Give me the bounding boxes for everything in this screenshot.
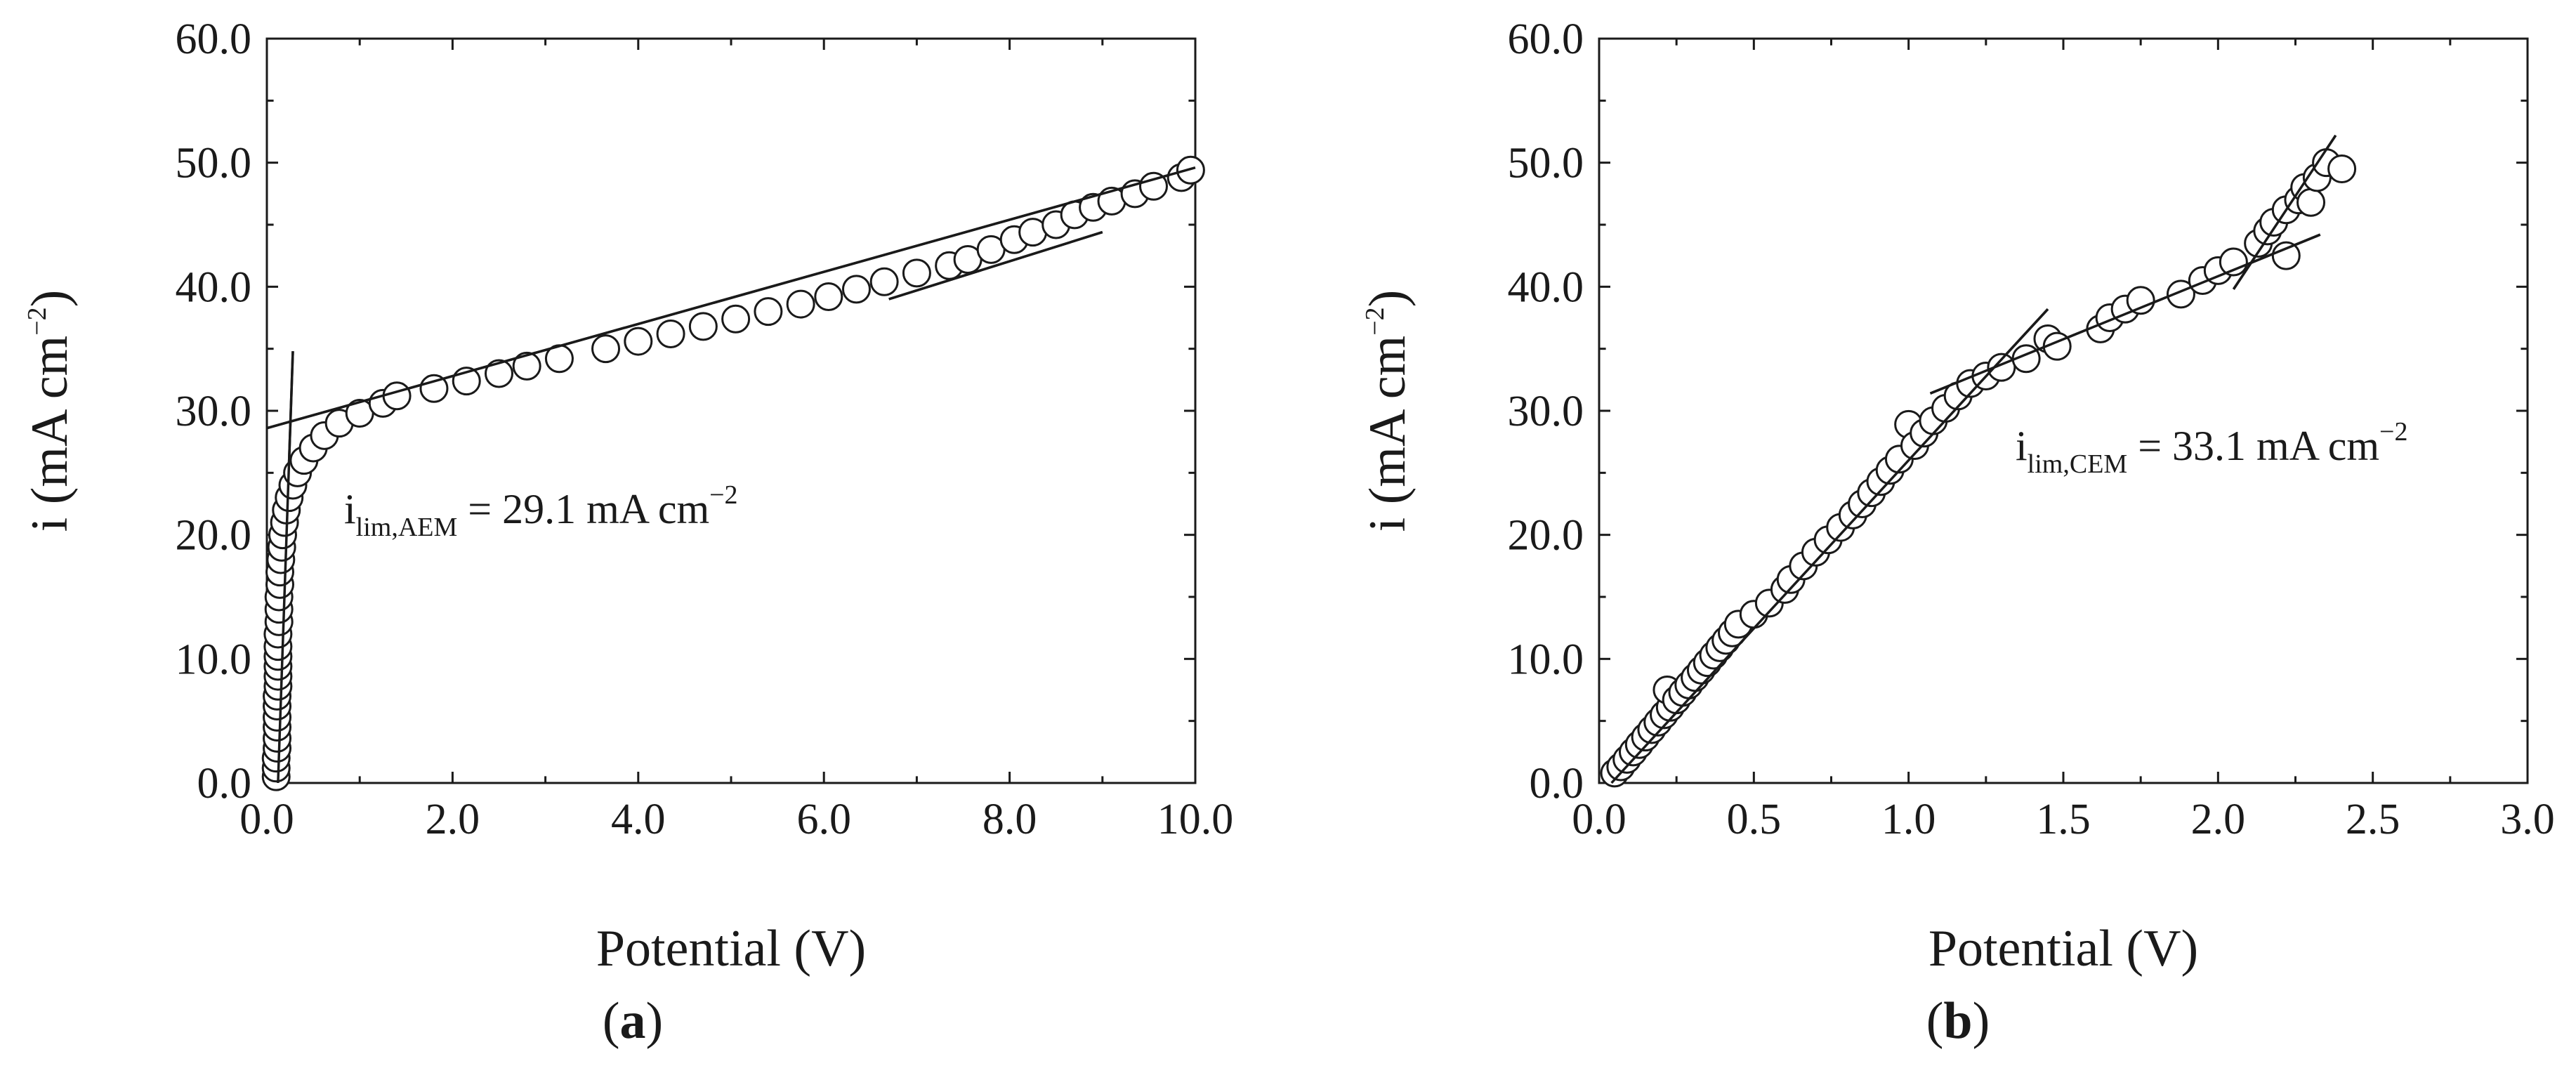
panel-a-y-axis-title-sup: −2 [22,307,52,335]
panel-a-x-tick-label: 6.0 [796,796,851,843]
panel-a-data-point [869,267,899,296]
panel-b-y-tick-label: 0.0 [1530,760,1584,808]
panel-b-data-points [1600,134,2357,788]
panel-b-x-tick-label: 0.5 [1727,796,1782,843]
panel-a-x-tick-label: 0.0 [239,796,294,843]
panel-a-y-tick-label: 0.0 [197,760,252,808]
panel-b-data-point [2296,187,2326,217]
panel-a-data-point [688,312,718,341]
panel-a-annotation-sub: lim,AEM [356,513,458,542]
panel-b-data-point [2126,286,2155,315]
panel-a-y-axis-title: i (mA cm−2) [21,290,79,532]
panel-a-data-point [419,374,449,403]
panel-a-data-point [721,304,751,334]
panel-b-fit-line-overlay [2232,134,2337,290]
panel-b-annotation-base: i [2016,423,2028,469]
panel-b-x-tick-label: 0.0 [1572,796,1627,843]
panel-a-data-point [786,289,815,319]
panel-a-y-tick-label: 30.0 [176,388,252,435]
panel-b-y-tick-label: 10.0 [1508,636,1584,683]
panel-b-annotation-sub: lim,CEM [2028,449,2128,479]
panel-a-ticks [265,37,1197,784]
panel-a-data-point [512,351,541,381]
panel-a-data-point [841,275,871,304]
panel-a-data-point [656,319,685,348]
panel-b-y-tick-label: 40.0 [1508,263,1584,311]
panel-b: 0.0 0.5 1.0 1.5 2.0 2.5 3.0 0.0 10.0 20.0 30.0 40.0… [1359,15,2555,1050]
panel-b-y-axis-title-sup: −2 [1360,307,1390,335]
panel-b-fit-line-overlay [1610,308,2049,784]
panel-a-x-tick-label: 2.0 [426,796,480,843]
panel-b-data-point [2271,241,2301,270]
panel-a-fit-line-overlay [277,351,294,784]
panel-a-y-tick-label: 50.0 [176,140,252,187]
panel-a-data-point [485,359,513,388]
panel-b-annotation-sup: −2 [2379,417,2407,447]
panel-b-x-tick-label: 3.0 [2500,796,2555,843]
panel-a-data-point [754,297,783,327]
panel-a-plot-frame [265,37,1197,784]
panel-a-x-tick-label: 10.0 [1157,796,1234,843]
panel-b-tick-labels: 0.0 0.5 1.0 1.5 2.0 2.5 3.0 0.0 10.0 20.0 30.0 40.0… [1508,15,2555,843]
panel-a-fit-line-overlay [266,166,1196,430]
panel-b-data-point [2327,154,2357,183]
panel-a-data-point [382,381,412,411]
panel-b-x-tick-label: 2.5 [2346,796,2400,843]
panel-a-data-point [591,334,621,364]
panel-b-y-tick-label: 30.0 [1508,388,1584,435]
panel-a-label: (a) [603,992,663,1050]
panel-a-annotation-sup: −2 [709,480,737,510]
panel-a-tick-labels: 0.0 2.0 4.0 6.0 8.0 10.0 0.0 10.0 20.0 30.0 40.0 50… [176,15,1234,843]
panel-b-y-tick-label: 50.0 [1508,140,1584,187]
panel-a-annotation: ilim,AEM = 29.1 mA cm−2 [344,480,738,542]
panel-a-y-tick-label: 10.0 [176,636,252,683]
panel-b-y-axis-title-main: i (mA cm [1359,336,1417,532]
panel-b-x-axis-title: Potential (V) [1928,920,2198,977]
panel-b-x-tick-label: 2.0 [2191,796,2246,843]
panel-b-fit-line-overlay [1929,233,2321,395]
panel-a-data-point [1139,171,1169,201]
panel-b-annotation: ilim,CEM = 33.1 mA cm−2 [2016,417,2407,479]
panel-a-annotation-base: i [344,486,356,532]
panel-b-data-point [2219,247,2248,277]
panel-a-data-point [624,327,653,356]
panel-b-y-tick-label: 60.0 [1508,15,1584,63]
panel-a-label-letter: a [620,992,646,1050]
panel-a-fit-lines [266,166,1196,784]
panel-a-x-axis-title: Potential (V) [596,920,866,977]
panel-a: 0.0 2.0 4.0 6.0 8.0 10.0 0.0 10.0 20.0 30.0 40.0 50… [21,15,1233,1050]
panel-a-x-tick-label: 4.0 [611,796,666,843]
panel-a-y-axis-title-main: i (mA cm [21,336,79,532]
panel-b-x-tick-label: 1.5 [2036,796,2091,843]
panel-b-y-axis-title-close: ) [1359,290,1417,308]
panel-a-y-tick-label: 20.0 [176,512,252,560]
panel-b-plot-frame [1598,37,2529,784]
panel-a-x-tick-label: 8.0 [983,796,1037,843]
panel-a-y-tick-label: 40.0 [176,263,252,311]
panel-a-data-point [814,282,843,311]
panel-b-y-tick-label: 20.0 [1508,512,1584,560]
panel-b-label: (b) [1926,992,1990,1050]
panel-a-annotation-rest: = 29.1 mA cm [457,486,709,532]
panel-a-fit-line-overlay [888,230,1103,301]
panel-a-data-point [902,258,931,288]
panel-b-ticks [1598,37,2529,784]
panel-b-annotation-rest: = 33.1 mA cm [2127,423,2379,469]
panel-a-data-points [261,155,1205,791]
panel-b-label-letter: b [1943,992,1972,1050]
panel-a-y-axis-title-close: ) [21,290,79,308]
panel-b-x-tick-label: 1.0 [1881,796,1936,843]
panel-a-y-tick-label: 60.0 [176,15,252,63]
panel-b-y-axis-title: i (mA cm−2) [1359,290,1417,532]
